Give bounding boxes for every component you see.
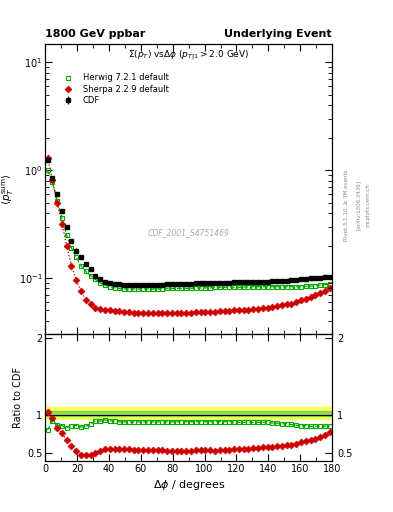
Herwig 7.2.1 default: [141, 286, 145, 292]
Sherpa 2.2.9 default: [146, 310, 151, 316]
Text: 1800 GeV ppbar: 1800 GeV ppbar: [45, 29, 145, 39]
Herwig 7.2.1 default: [117, 285, 122, 291]
Sherpa 2.2.9 default: [117, 308, 122, 314]
Text: Rivet 3.1.10, ≥ 3M events: Rivet 3.1.10, ≥ 3M events: [344, 169, 349, 241]
Herwig 7.2.1 default: [131, 286, 136, 292]
Text: Underlying Event: Underlying Event: [224, 29, 332, 39]
Text: [arXiv:1306.3436]: [arXiv:1306.3436]: [356, 180, 361, 230]
Herwig 7.2.1 default: [327, 281, 332, 287]
Herwig 7.2.1 default: [122, 286, 127, 292]
Sherpa 2.2.9 default: [93, 305, 98, 311]
Legend: Herwig 7.2.1 default, Sherpa 2.2.9 default, CDF: Herwig 7.2.1 default, Sherpa 2.2.9 defau…: [55, 71, 171, 107]
Sherpa 2.2.9 default: [227, 308, 231, 314]
Herwig 7.2.1 default: [146, 286, 151, 292]
Sherpa 2.2.9 default: [131, 310, 136, 316]
Text: mcplots.cern.ch: mcplots.cern.ch: [365, 183, 371, 227]
Sherpa 2.2.9 default: [127, 309, 131, 315]
X-axis label: $\Delta\phi$ / degrees: $\Delta\phi$ / degrees: [152, 478, 225, 492]
Y-axis label: $\langle p_T^{\rm sum}\rangle$: $\langle p_T^{\rm sum}\rangle$: [0, 173, 16, 205]
Y-axis label: Ratio to CDF: Ratio to CDF: [13, 367, 23, 428]
Sherpa 2.2.9 default: [141, 310, 145, 316]
Line: Sherpa 2.2.9 default: Sherpa 2.2.9 default: [45, 156, 332, 316]
Herwig 7.2.1 default: [93, 276, 98, 283]
Text: $\Sigma(p_T)$ vs$\Delta\phi$ ($p_{T|1}>2.0$ GeV): $\Sigma(p_T)$ vs$\Delta\phi$ ($p_{T|1}>2…: [128, 49, 249, 63]
Line: Herwig 7.2.1 default: Herwig 7.2.1 default: [45, 168, 332, 291]
Text: CDF_2001_S4751469: CDF_2001_S4751469: [148, 228, 230, 237]
Herwig 7.2.1 default: [227, 284, 231, 290]
Sherpa 2.2.9 default: [327, 285, 332, 291]
Sherpa 2.2.9 default: [45, 155, 50, 161]
Herwig 7.2.1 default: [45, 167, 50, 174]
